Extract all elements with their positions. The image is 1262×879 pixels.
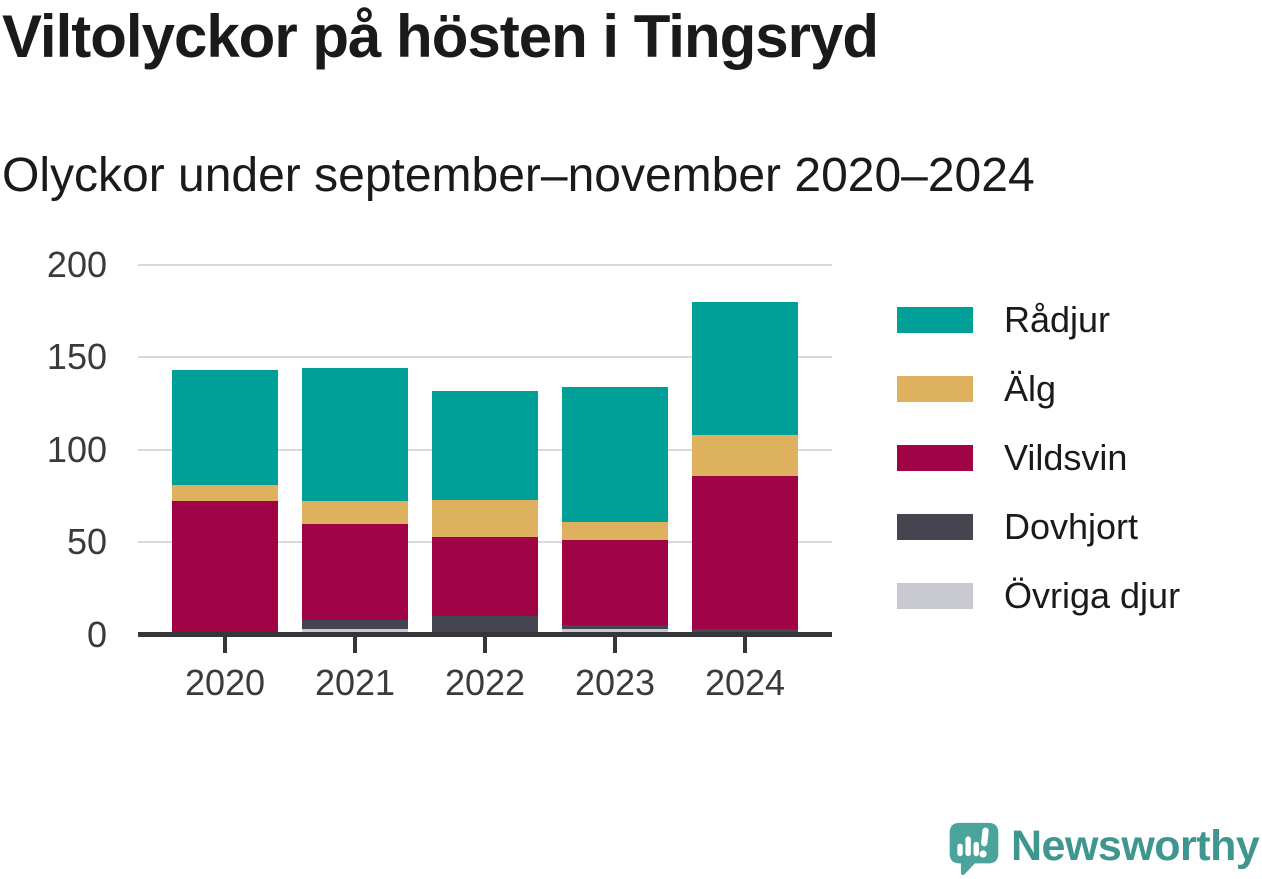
y-axis-label-50: 50 [66, 521, 107, 563]
x-axis-label-2024: 2024 [704, 662, 786, 703]
legend-label: Älg [1004, 368, 1057, 409]
legend-label: Dovhjort [1004, 506, 1139, 547]
bar-segment-2023-övriga-djur [562, 628, 668, 635]
legend-item-vildsvin: Vildsvin [897, 440, 1180, 476]
chart-subtitle: Olyckor under september–november 2020–20… [2, 149, 1035, 202]
bar-segment-2021-dovhjort [302, 619, 408, 629]
x-axis-tick-2022 [483, 637, 487, 653]
legend-swatch-vildsvin [897, 445, 973, 471]
legend-swatch-älg [897, 376, 973, 402]
bar-segment-2021-älg [302, 501, 408, 524]
newsworthy-logo-text: Newsworthy [1011, 821, 1260, 870]
bar-segment-2024-rådjur [692, 301, 798, 435]
legend-item-rådjur: Rådjur [897, 302, 1180, 338]
legend-swatch-dovhjort [897, 514, 973, 540]
x-axis-label-2023: 2023 [574, 662, 656, 703]
bar-segment-2022-rådjur [432, 390, 538, 500]
x-axis-tick-2023 [613, 637, 617, 653]
gridline-150 [138, 356, 832, 359]
y-axis-label-100: 100 [46, 428, 107, 470]
x-axis-tick-2020 [223, 637, 227, 653]
bar-segment-2020-älg [172, 484, 278, 502]
legend-label: Vildsvin [1004, 437, 1128, 478]
bar-segment-2021-rådjur [302, 368, 408, 502]
bar-segment-2022-vildsvin [432, 536, 538, 617]
legend-label: Rådjur [1004, 299, 1111, 340]
gridline-200 [138, 264, 832, 266]
bar-segment-2022-dovhjort [432, 616, 538, 635]
bar-segment-2023-vildsvin [562, 540, 668, 626]
x-axis-label-2020: 2020 [184, 662, 266, 703]
bar-segment-2020-vildsvin [172, 501, 278, 635]
x-axis-tick-2021 [353, 637, 357, 653]
x-axis-tick-2024 [743, 637, 747, 653]
newsworthy-logo-icon [949, 822, 999, 876]
bar-segment-2024-dovhjort [692, 628, 798, 633]
legend-item-dovhjort: Dovhjort [897, 509, 1180, 545]
bar-segment-2023-älg [562, 521, 668, 541]
bar-segment-2023-rådjur [562, 386, 668, 522]
newsworthy-logo[interactable]: Newsworthy [947, 820, 1260, 878]
bar-segment-2021-vildsvin [302, 523, 408, 620]
legend-item-älg: Älg [897, 371, 1180, 407]
bar-segment-2024-vildsvin [692, 475, 798, 629]
legend: Rådjur Älg Vildsvin Dovhjort Övriga djur [897, 302, 1180, 614]
bar-segment-2022-älg [432, 499, 538, 537]
y-axis-label-150: 150 [46, 336, 107, 378]
bar-segment-2020-rådjur [172, 370, 278, 485]
y-axis-label-0: 0 [86, 613, 107, 655]
bar-segment-2024-älg [692, 434, 798, 476]
legend-swatch-rådjur [897, 307, 973, 333]
bar-segment-2021-övriga-djur [302, 628, 408, 635]
legend-swatch-övriga-djur [897, 583, 973, 609]
y-axis-label-200: 200 [46, 244, 107, 285]
chart-title: Viltolyckor på hösten i Tingsryd [2, 3, 879, 70]
bar-segment-2023-dovhjort [562, 625, 668, 629]
legend-item-övriga-djur: Övriga djur [897, 578, 1180, 614]
x-axis-line [138, 632, 832, 637]
x-axis-label-2022: 2022 [444, 662, 526, 703]
x-axis-label-2021: 2021 [314, 662, 396, 703]
legend-label: Övriga djur [1004, 575, 1181, 616]
